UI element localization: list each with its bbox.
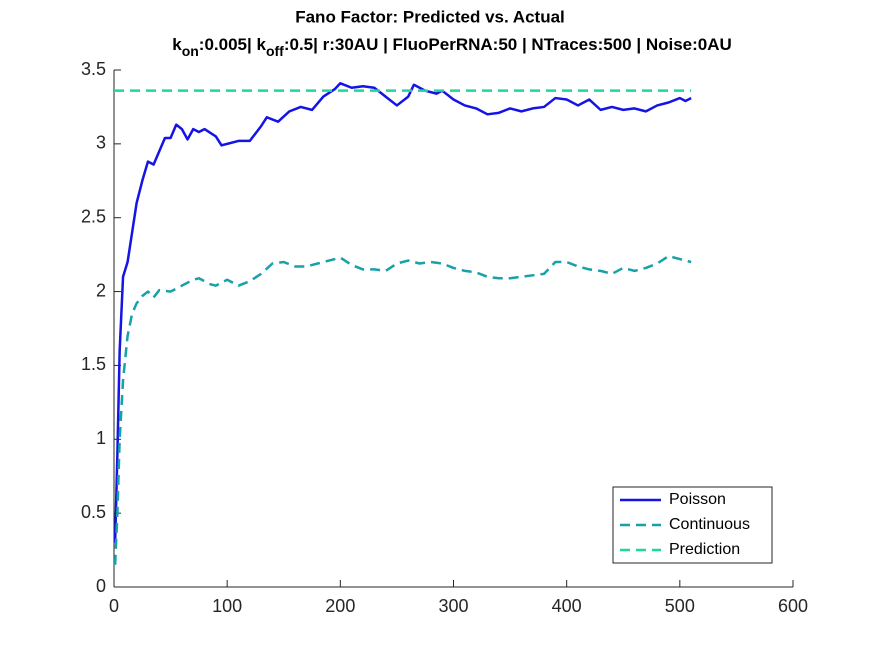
y-tick-label: 0.5 [81,502,106,522]
legend-label: Poisson [669,491,726,508]
y-tick-label: 2 [96,280,106,300]
data-line [113,254,692,565]
x-tick-label: 600 [778,596,808,616]
y-tick-label: 2.5 [81,206,106,226]
y-tick-label: 1 [96,428,106,448]
x-tick-label: 200 [325,596,355,616]
legend-label: Continuous [669,516,750,533]
subtitle-part: :0.5| r:30AU | FluoPerRNA:50 | NTraces:5… [284,35,732,54]
y-tick-label: 3.5 [81,59,106,79]
y-tick-label: 1.5 [81,354,106,374]
y-tick-label: 3 [96,133,106,153]
subtitle-part: :0.005| k [199,35,267,54]
x-tick-label: 100 [212,596,242,616]
data-line [113,82,692,543]
chart-subtitle: kon:0.005| koff:0.5| r:30AU | FluoPerRNA… [172,35,732,58]
subtitle-part: off [266,43,284,59]
y-tick-label: 0 [96,576,106,596]
x-tick-label: 0 [109,596,119,616]
chart-title: Fano Factor: Predicted vs. Actual [295,7,565,26]
legend-label: Prediction [669,541,740,558]
x-tick-label: 500 [665,596,695,616]
x-tick-label: 300 [438,596,468,616]
subtitle-part: k [172,35,182,54]
subtitle-part: on [182,43,199,59]
x-tick-label: 400 [552,596,582,616]
